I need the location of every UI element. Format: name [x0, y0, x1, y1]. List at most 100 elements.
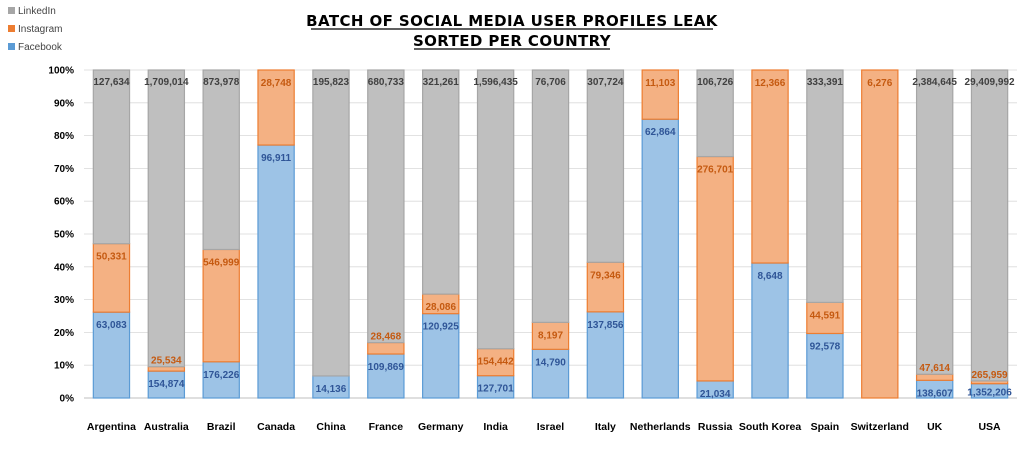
data-label-india-linkedin: 1,596,435: [473, 77, 518, 88]
data-label-canada-instagram: 28,748: [261, 78, 292, 89]
x-tick-label-argentina: Argentina: [87, 421, 136, 433]
data-label-canada-facebook: 96,911: [261, 153, 291, 164]
bar-russia-linkedin: [696, 69, 734, 158]
data-label-brazil-facebook: 176,226: [203, 370, 240, 381]
bar-russia-instagram: [696, 155, 734, 382]
bar-usa-linkedin: [970, 69, 1009, 382]
data-label-spain-linkedin: 333,391: [807, 77, 844, 88]
bar-france-facebook: [367, 353, 405, 399]
bar-netherlands-facebook: [641, 118, 679, 399]
data-label-australia-instagram: 25,534: [151, 356, 182, 367]
y-tick-label: 50%: [54, 230, 74, 241]
bar-spain-linkedin: [806, 69, 844, 303]
bar-spain-facebook: [806, 332, 844, 399]
bars: [92, 69, 1009, 399]
bar-netherlands-instagram: [641, 69, 679, 120]
bar-australia-instagram: [147, 366, 186, 372]
x-tick-label-china: China: [316, 421, 345, 433]
data-label-israel-instagram: 8,197: [538, 330, 563, 341]
data-label-france-linkedin: 680,733: [368, 77, 405, 88]
data-label-india-facebook: 127,701: [478, 384, 515, 395]
bar-canada-facebook: [257, 144, 295, 399]
legend-swatch-linkedin: [8, 7, 15, 14]
x-tick-label-netherlands: Netherlands: [630, 421, 691, 433]
bar-australia-facebook: [147, 370, 186, 399]
x-tick-label-france: France: [369, 421, 404, 433]
bar-uk-instagram: [915, 373, 954, 381]
data-label-south-korea-facebook: 8,648: [758, 271, 783, 282]
data-label-russia-instagram: 276,701: [697, 165, 734, 176]
bar-israel-linkedin: [531, 69, 570, 323]
x-tick-label-switzerland: Switzerland: [851, 421, 909, 433]
x-tick-label-brazil: Brazil: [207, 421, 236, 433]
data-label-switzerland-instagram: 6,276: [867, 78, 892, 89]
data-label-india-instagram: 154,442: [478, 357, 515, 368]
data-label-netherlands-facebook: 62,864: [645, 127, 676, 138]
data-label-germany-linkedin: 321,261: [423, 77, 460, 88]
legend-label-instagram: Instagram: [18, 24, 62, 35]
data-label-israel-linkedin: 76,706: [535, 77, 566, 88]
x-tick-label-spain: Spain: [811, 421, 840, 433]
data-label-uk-facebook: 138,607: [917, 388, 954, 399]
data-label-usa-facebook: 1,352,206: [967, 388, 1012, 399]
y-tick-label: 80%: [54, 131, 74, 142]
bar-spain-instagram: [806, 301, 844, 335]
x-axis: Argentina Australia Brazil Canada China Franc…: [87, 421, 1001, 433]
bar-south-korea-instagram: [751, 69, 789, 264]
x-tick-label-russia: Russia: [698, 421, 733, 433]
data-label-south-korea-instagram: 12,366: [755, 78, 786, 89]
data-label-germany-instagram: 28,086: [425, 302, 456, 313]
data-label-argentina-linkedin: 127,634: [93, 77, 130, 88]
bar-italy-facebook: [586, 311, 625, 399]
data-label-italy-instagram: 79,346: [590, 270, 621, 281]
bar-uk-linkedin: [915, 69, 954, 375]
data-label-russia-linkedin: 106,726: [697, 77, 734, 88]
data-label-china-facebook: 14,136: [316, 384, 347, 395]
bar-brazil-instagram: [202, 248, 240, 363]
y-tick-label: 20%: [54, 328, 74, 339]
data-label-argentina-facebook: 63,083: [96, 320, 127, 331]
data-label-israel-facebook: 14,790: [535, 357, 566, 368]
data-label-usa-instagram: 265,959: [971, 370, 1008, 381]
y-tick-label: 0%: [60, 394, 75, 405]
y-tick-label: 40%: [54, 262, 74, 273]
data-label-brazil-instagram: 546,999: [203, 257, 240, 268]
bar-italy-instagram: [586, 261, 625, 313]
chart-title-line-2: SORTED PER COUNTRY: [413, 32, 612, 50]
data-label-germany-facebook: 120,925: [423, 322, 460, 333]
data-label-usa-linkedin: 29,409,992: [965, 77, 1015, 88]
data-label-uk-linkedin: 2,384,645: [912, 77, 957, 88]
bar-france-instagram: [367, 342, 405, 355]
y-tick-label: 90%: [54, 98, 74, 109]
bar-italy-linkedin: [586, 69, 625, 263]
x-tick-label-israel: Israel: [537, 421, 565, 433]
x-tick-label-india: India: [483, 421, 508, 433]
legend-label-linkedin: LinkedIn: [18, 6, 56, 17]
bar-argentina-facebook: [92, 311, 131, 399]
data-labels: 63,083 50,331 127,634 154,874 25,534 1,709,01…: [93, 77, 1015, 400]
y-tick-label: 70%: [54, 164, 74, 175]
legend-label-facebook: Facebook: [18, 42, 63, 53]
bar-china-linkedin: [312, 69, 350, 377]
bar-south-korea-facebook: [751, 262, 789, 399]
chart-title-line-1: BATCH OF SOCIAL MEDIA USER PROFILES LEAK: [306, 12, 719, 30]
data-label-russia-facebook: 21,034: [700, 389, 731, 400]
bar-france-linkedin: [367, 69, 405, 344]
data-label-netherlands-instagram: 11,103: [645, 78, 675, 89]
x-tick-label-south-korea: South Korea: [739, 421, 802, 433]
data-label-uk-instagram: 47,614: [919, 363, 950, 374]
bar-brazil-facebook: [202, 361, 240, 399]
data-label-spain-instagram: 44,591: [810, 310, 841, 321]
y-tick-label: 100%: [48, 66, 74, 77]
data-label-italy-linkedin: 307,724: [587, 77, 624, 88]
data-label-italy-facebook: 137,856: [587, 320, 624, 331]
data-label-australia-linkedin: 1,709,014: [144, 77, 189, 88]
data-label-spain-facebook: 92,578: [810, 341, 841, 352]
bar-argentina-instagram: [92, 243, 131, 313]
x-tick-label-australia: Australia: [144, 421, 189, 433]
bar-india-linkedin: [476, 69, 515, 350]
bar-brazil-linkedin: [202, 69, 240, 251]
y-tick-label: 60%: [54, 197, 74, 208]
